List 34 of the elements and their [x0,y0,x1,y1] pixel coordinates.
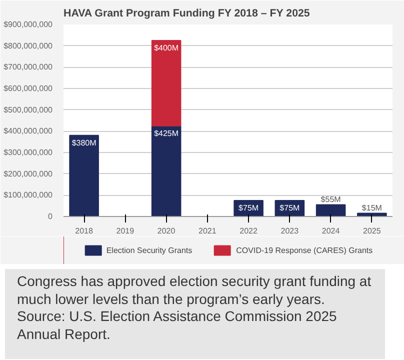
x-tick-label: 2023 [280,226,300,236]
x-tick-label: 2025 [363,226,382,236]
x-tick-label: 2022 [240,226,258,236]
y-tick-label: $700,000,000 [4,62,54,72]
x-tick-label: 2020 [157,226,176,236]
bar [69,134,99,216]
bar [316,204,346,216]
y-tick-label: $200,000,000 [4,169,54,178]
data-label: $55M [320,194,342,204]
data-label: $75M [280,204,300,212]
legend-label: COVID-19 Response (CARES) Grants [236,246,373,254]
x-tick-label: 2024 [322,226,340,236]
y-tick-label: $100,000,000 [4,190,54,200]
legend-label: Election Security Grants [106,246,192,254]
y-tick-label: $900,000,000 [4,20,54,29]
y-tick-label: 0 [48,212,54,221]
bar [151,40,182,126]
y-tick-label: $400,000,000 [4,126,54,136]
y-tick-label: $300,000,000 [4,148,54,157]
x-tick-label: 2021 [198,226,217,236]
y-tick-label: $500,000,000 [4,105,54,114]
bar [151,125,182,216]
data-label: $380M [72,138,97,148]
source-note: Source: U.S. Election Assistance Commission 2025 Annual Report. [17,308,337,342]
data-label: $15M [362,203,382,212]
data-label: $400M [154,44,179,52]
x-tick-label: 2019 [116,226,135,236]
data-label: $425M [154,128,179,138]
text: Congress has approved election security grant funding at much lower levels than the program’s early years. [17,273,372,306]
y-tick-label: $600,000,000 [4,84,54,93]
data-label: $75M [238,204,259,212]
chart-title: HAVA Grant Program Funding FY 2018 – FY 2025 [64,8,310,20]
x-tick-label: 2018 [75,226,94,236]
y-tick-label: $800,000,000 [4,41,54,50]
